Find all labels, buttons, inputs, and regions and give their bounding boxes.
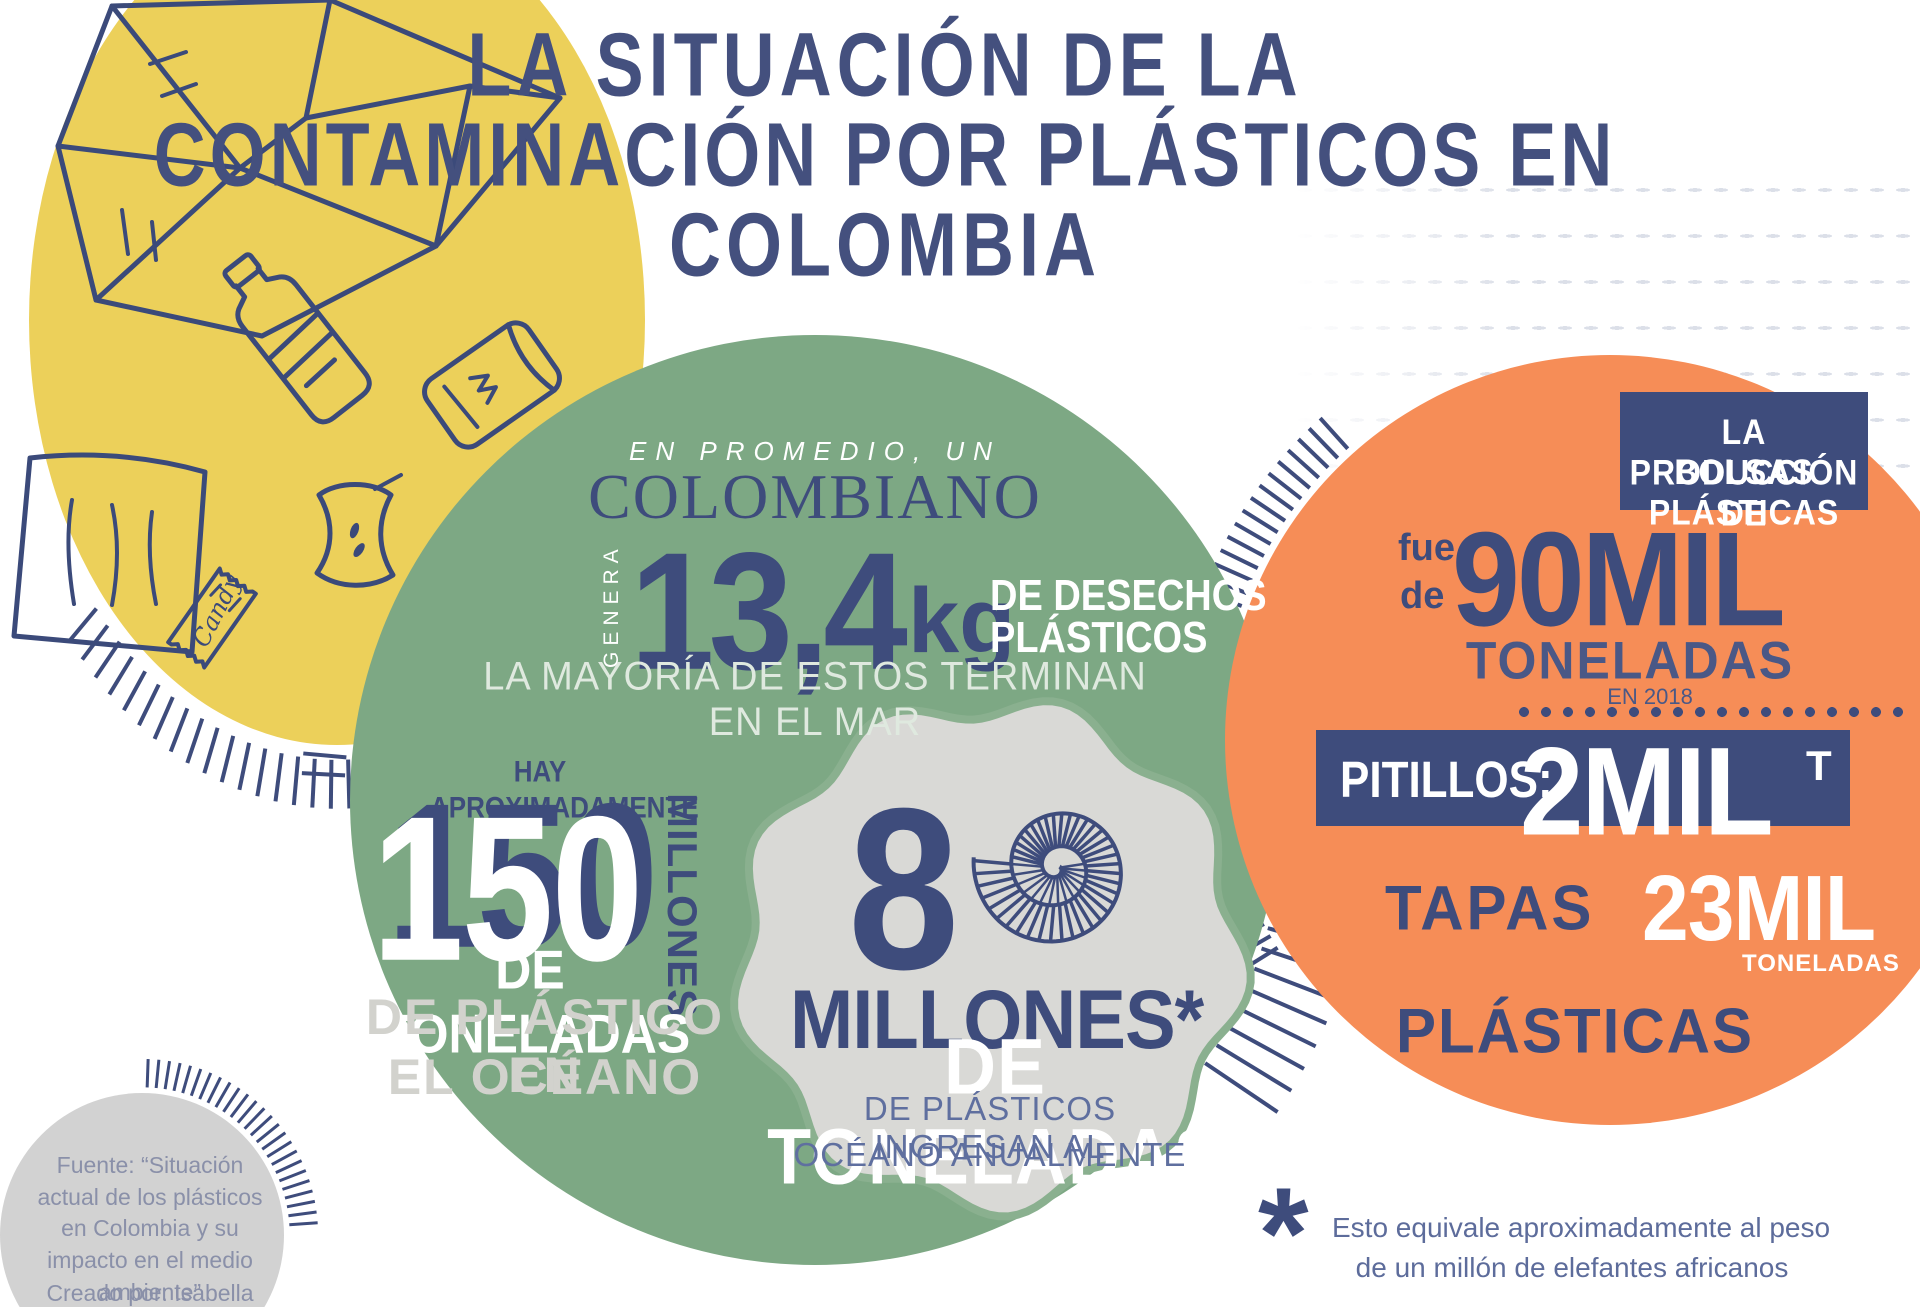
page-title-line2: CONTAMINACIÓN POR PLÁSTICOS EN [153,105,1617,206]
ocean-inflow-line2: DE PLÁSTICOS INGRESAN AL [863,1090,1117,1165]
caps-value: 23MIL [1642,856,1876,960]
straws-bar [1316,730,1850,826]
source-gray-circle [0,1093,284,1307]
ocean-inflow-line3: OCÉANO ANUALMENTE [793,1136,1187,1173]
average-note: LA MAYORÍA DE ESTOS TERMINAN EN EL MAR [483,655,1147,745]
page-title-line3: COLOMBIA [669,195,1101,296]
bags-pre2: de [1400,575,1445,617]
footnote-asterisk: * [1258,1160,1309,1306]
ocean-stock-line2: DE PLÁSTICO EN [365,989,725,1103]
bags-unit: TONELADAS [1465,631,1795,690]
straws-label: PITILLOS: [1340,752,1553,809]
bags-box-line2: BOLSAS PLÁSTICAS [1648,452,1840,533]
average-desc-line1: DE DESECHOS [990,572,1267,621]
scalloped-blob [730,697,1255,1221]
ocean-inflow-value: 8 [848,761,960,1018]
bags-box-line1: LA PRODUCCIÓN DE [1629,412,1859,533]
ocean-stock-line1: DE TONELADAS [380,939,691,1065]
plastic-bottle-icon [222,252,372,425]
ocean-inflow-word: MILLONES* [790,973,1204,1067]
plastic-bag-icon [11,452,208,655]
apple-core-icon [314,473,403,588]
straws-unit: T [1806,742,1832,789]
ocean-inflow-line1: DE TONELADAS [767,1023,1223,1202]
bags-pre1: fue [1398,527,1455,569]
average-verb-vertical: GENERA [600,543,623,668]
average-unit: kg [908,570,1016,672]
crushed-can-icon [422,320,562,450]
straws-value: 2MIL [1520,722,1774,862]
crumpled-wrapper-icon [55,0,563,339]
average-subject: COLOMBIANO [588,461,1042,532]
bags-value: 90MIL [1452,504,1786,654]
dotted-divider [1516,706,1906,718]
source-note: Fuente: “Situación actual de los plástic… [37,1152,263,1305]
ocean-stock-value-shadow: 150 [387,760,658,991]
bags-title-box [1620,392,1868,510]
footnote-line1: Esto equivale aproximadamente al peso [1332,1212,1831,1243]
average-kicker: EN PROMEDIO, UN [629,436,1001,466]
page-title-line1: LA SITUACIÓN DE LA [467,15,1303,116]
bags-year: EN 2018 [1607,684,1693,709]
caps-label-line1: TAPAS [1385,873,1595,944]
ammonite-shell-icon [971,811,1123,944]
source-credit: Creado por: Isabella Pesca [46,1280,254,1306]
average-desc-line2: PLÁSTICOS [990,614,1208,663]
footnote-line2: de un millón de elefantes africanos [1355,1252,1789,1283]
ocean-stock-line3: EL OCÉANO [387,1049,703,1105]
caps-unit: TONELADAS [1742,950,1900,977]
average-value: 13,4 [630,518,908,706]
caps-label-line2: PLÁSTICAS [1396,996,1755,1067]
ocean-stock-vertical-word: MILLONES [659,793,706,1018]
